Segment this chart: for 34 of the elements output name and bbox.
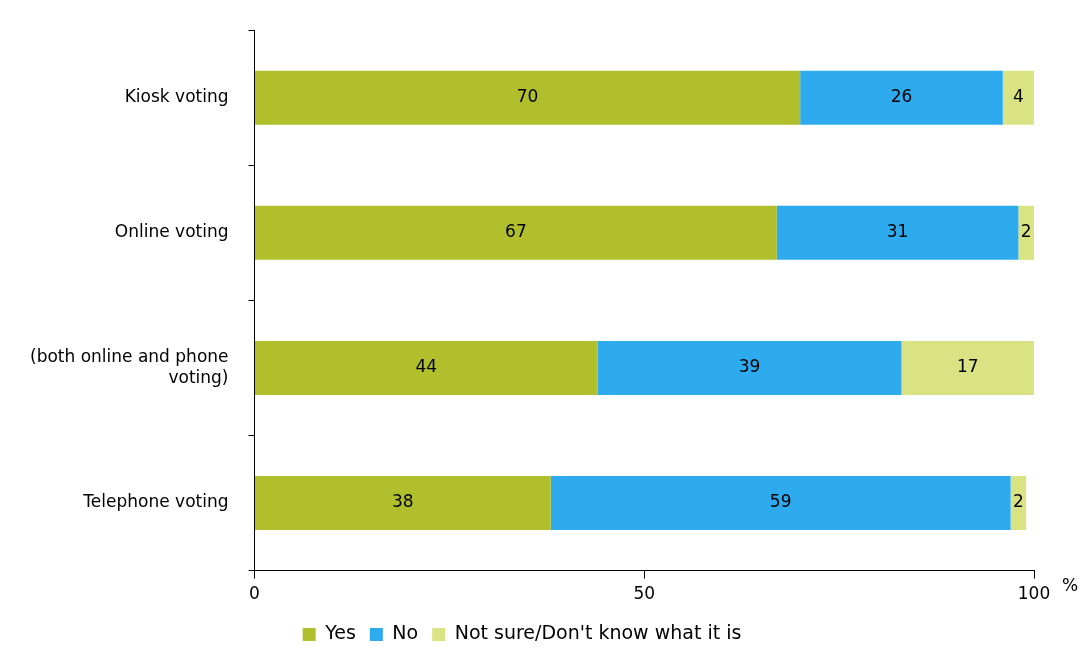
data-label: 67 bbox=[505, 221, 527, 242]
data-label: 44 bbox=[415, 356, 438, 377]
bar bbox=[901, 340, 1034, 395]
legend-label: Yes bbox=[324, 621, 356, 644]
data-label: 17 bbox=[956, 356, 979, 377]
bar bbox=[255, 70, 801, 125]
data-label: 70 bbox=[516, 86, 539, 107]
x-axis-title: % bbox=[1062, 575, 1079, 596]
legend-label: No bbox=[392, 621, 419, 644]
bar bbox=[800, 70, 1003, 125]
bar bbox=[776, 205, 1019, 260]
y-tick-label: Telephone voting bbox=[82, 491, 229, 512]
data-label: 38 bbox=[392, 491, 414, 512]
bar bbox=[255, 476, 551, 531]
data-label: 4 bbox=[1013, 86, 1024, 107]
y-tick-label: Online voting bbox=[114, 221, 229, 242]
data-label: 2 bbox=[1013, 491, 1024, 512]
y-tick-label: Kiosk voting bbox=[124, 86, 229, 107]
bar bbox=[597, 340, 902, 395]
data-label: 26 bbox=[890, 86, 913, 107]
y-tick-label: (both online and phone voting) bbox=[30, 346, 229, 387]
data-label: 59 bbox=[769, 491, 792, 512]
x-tick-label: 100 bbox=[1017, 583, 1051, 604]
data-label: 39 bbox=[738, 356, 761, 377]
bar bbox=[1018, 205, 1034, 260]
x-tick-label: 50 bbox=[633, 583, 656, 604]
x-tick-label: 0 bbox=[249, 583, 260, 604]
bar bbox=[550, 476, 1011, 531]
data-label: 2 bbox=[1020, 221, 1032, 242]
data-label: 31 bbox=[886, 221, 909, 242]
bar bbox=[1002, 70, 1034, 125]
legend-label: Not sure/Don't know what it is bbox=[454, 621, 742, 644]
bar bbox=[255, 205, 777, 260]
bar bbox=[255, 340, 598, 395]
